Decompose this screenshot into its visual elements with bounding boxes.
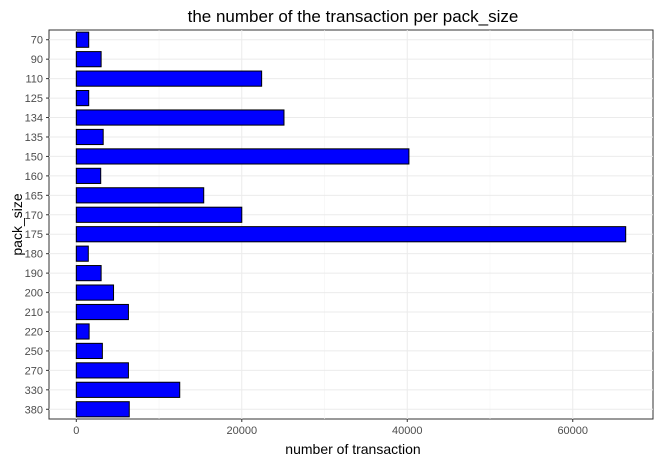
bar-70: [75, 31, 90, 48]
y-tick-label: 125: [25, 93, 43, 105]
y-tick-label: 150: [25, 151, 43, 163]
y-tick-label: 270: [25, 365, 43, 377]
x-tick-label: 0: [73, 425, 79, 437]
plot-panel: [48, 29, 654, 420]
bar-125: [75, 89, 90, 107]
bar-165: [75, 187, 205, 204]
bar-160: [75, 167, 102, 184]
bar-270: [75, 362, 129, 379]
bar-200: [75, 284, 115, 301]
y-axis-title: pack_size: [9, 193, 25, 255]
y-tick-label: 170: [25, 210, 43, 222]
y-tick-label: 330: [25, 385, 43, 397]
bar-210: [75, 303, 129, 321]
x-tick-label: 40000: [392, 425, 423, 437]
bar-250: [75, 342, 103, 360]
bar-190: [75, 265, 102, 282]
bar-134: [75, 109, 285, 126]
x-tick-label: 60000: [557, 425, 588, 437]
y-tick-label: 160: [25, 171, 43, 183]
bar-180: [75, 245, 89, 262]
x-axis-title: number of transaction: [285, 441, 420, 457]
y-tick-label: 180: [25, 249, 43, 261]
y-tick-label: 135: [25, 132, 43, 144]
chart-title: the number of the transaction per pack_s…: [188, 7, 519, 26]
bar-170: [75, 206, 243, 223]
y-tick-label: 210: [25, 307, 43, 319]
y-tick-label: 190: [25, 268, 43, 280]
y-tick-label: 165: [25, 190, 43, 202]
x-axis-ticks: 0 20000 40000 60000: [73, 419, 588, 437]
y-tick-label: 175: [25, 229, 43, 241]
y-tick-label: 250: [25, 346, 43, 358]
bar-110: [75, 70, 263, 87]
bar-220: [75, 323, 90, 340]
y-tick-label: 380: [25, 404, 43, 416]
y-axis-ticks: 70 90 110 125 134 135 150 160 165 170 175 180 190 200…: [25, 35, 49, 416]
y-tick-label: 90: [31, 54, 43, 66]
bar-175: [75, 226, 627, 243]
y-tick-label: 134: [25, 113, 43, 125]
bars: [75, 31, 627, 418]
bar-135: [75, 128, 104, 146]
y-tick-label: 70: [31, 35, 43, 47]
y-tick-label: 110: [25, 74, 43, 86]
bar-90: [75, 51, 102, 68]
bar-150: [75, 148, 410, 165]
y-tick-label: 220: [25, 326, 43, 338]
x-tick-label: 20000: [226, 425, 257, 437]
y-tick-label: 200: [25, 288, 43, 300]
bar-380: [75, 401, 130, 418]
bar-330: [75, 381, 181, 398]
